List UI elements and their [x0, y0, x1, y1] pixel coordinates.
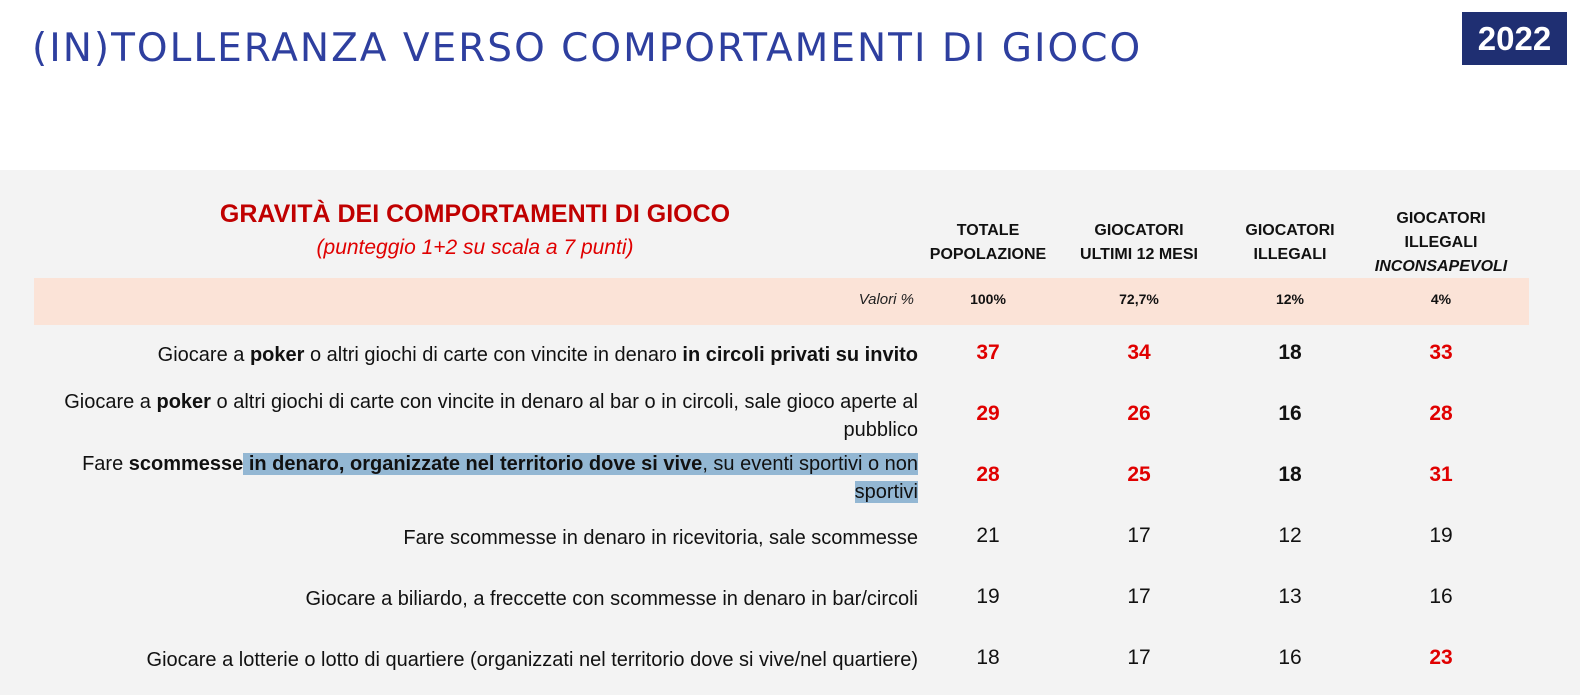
column-header-giocatori-illegali: GIOCATORI ILLEGALI [1245, 222, 1335, 263]
table-cell: 19 [976, 585, 1000, 608]
table-cell: 18 [1278, 341, 1302, 364]
table-cell: 25 [1127, 463, 1151, 486]
table-cell: 21 [976, 524, 1000, 547]
table-cell: 33 [1429, 341, 1453, 364]
table-cell: 17 [1127, 646, 1151, 669]
values-band [34, 278, 1529, 325]
table-cell: 34 [1127, 341, 1151, 364]
table-cell: 16 [1278, 646, 1302, 669]
row-label: Fare scommesse in denaro, organizzate ne… [82, 453, 918, 503]
table-cell: 26 [1127, 402, 1151, 425]
page-title: (IN)TOLLERANZA VERSO COMPORTAMENTI DI GI… [32, 26, 1143, 71]
pct-giocatori-inconsapevoli: 4% [1430, 291, 1452, 307]
row-label: Fare scommesse in denaro in ricevitoria,… [403, 527, 918, 549]
table-cell: 12 [1278, 524, 1302, 547]
table-cell: 17 [1127, 524, 1151, 547]
table-cell: 28 [1429, 402, 1453, 425]
table-cell: 29 [976, 402, 1000, 425]
table-cell: 37 [976, 341, 1000, 364]
table-cell: 17 [1127, 585, 1151, 608]
table-cell: 31 [1429, 463, 1453, 486]
values-label: Valori % [858, 291, 914, 308]
section-title: GRAVITÀ DEI COMPORTAMENTI DI GIOCO [219, 200, 731, 228]
row-label: Giocare a lotterie o lotto di quartiere … [146, 649, 918, 671]
row-label: Giocare a poker o altri giochi di carte … [64, 391, 918, 441]
column-header-giocatori-inconsapevoli: GIOCATORI ILLEGALI INCONSAPEVOLI [1374, 210, 1508, 275]
table-cell: 18 [1278, 463, 1302, 486]
year-badge: 2022 [1462, 12, 1567, 65]
table-cell: 18 [976, 646, 1000, 669]
table-cell: 28 [976, 463, 1000, 486]
pct-giocatori-12-mesi: 72,7% [1119, 291, 1159, 307]
column-header-giocatori-12-mesi: GIOCATORI ULTIMI 12 MESI [1080, 222, 1198, 263]
table-cell: 19 [1429, 524, 1453, 547]
table-cell: 16 [1429, 585, 1453, 608]
pct-totale: 100% [970, 291, 1006, 307]
pct-giocatori-illegali: 12% [1275, 291, 1305, 307]
table-cell: 16 [1278, 402, 1302, 425]
column-header-totale: TOTALE POPOLAZIONE [929, 222, 1047, 263]
table-cell: 13 [1278, 585, 1302, 608]
table-panel [0, 170, 1580, 695]
section-subtitle: (punteggio 1+2 su scala a 7 punti) [316, 236, 634, 259]
table-cell: 23 [1429, 646, 1453, 669]
row-label: Giocare a biliardo, a freccette con scom… [305, 588, 919, 610]
row-label: Giocare a poker o altri giochi di carte … [157, 344, 918, 366]
